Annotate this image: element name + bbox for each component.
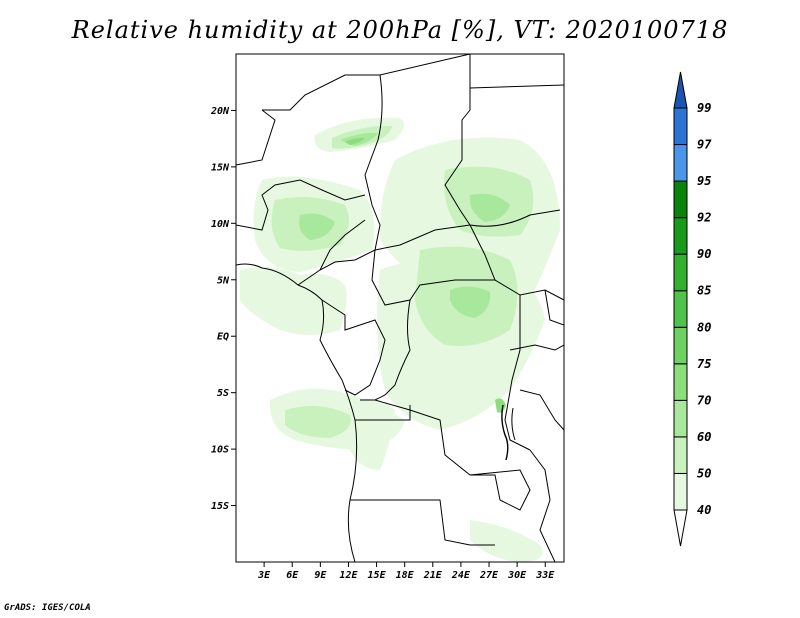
lon-tick-label: 9E	[314, 570, 327, 581]
colorbar-segment	[673, 290, 688, 328]
lon-tick-label: 27E	[479, 570, 499, 581]
lon-tick-label: 24E	[451, 570, 471, 581]
colorbar-label: 97	[697, 138, 712, 152]
map-title: Relative humidity at 200hPa [%], VT: 202…	[71, 16, 729, 44]
colorbar-segment	[673, 326, 688, 365]
colorbar-segment	[673, 436, 688, 474]
lon-tick-label: 18E	[396, 570, 415, 581]
colorbar-label: 40	[697, 503, 711, 517]
colorbar-segment	[673, 217, 688, 255]
map-frame	[235, 53, 565, 563]
colorbar-segment	[673, 399, 688, 438]
colorbar-segment	[673, 180, 688, 219]
colorbar-segment	[673, 253, 688, 292]
colorbar-label: 50	[697, 466, 711, 480]
country-borders	[236, 54, 564, 562]
colorbar-under-triangle	[673, 509, 688, 547]
grads-credit: GrADS: IGES/COLA	[4, 603, 91, 613]
lon-tick-label: 6E	[286, 570, 299, 581]
latitude-axis: 20N 15N 10N 5N EQ 5S 10S 15S	[210, 106, 236, 512]
colorbar-segment	[673, 363, 688, 401]
colorbar-segment	[673, 144, 688, 182]
lat-tick-label: 15N	[211, 162, 230, 173]
colorbar-label: 70	[697, 393, 711, 407]
lat-tick-label: 5S	[217, 388, 229, 399]
lon-tick-label: 33E	[535, 570, 555, 581]
lon-tick-label: 21E	[423, 570, 443, 581]
colorbar-label: 92	[697, 211, 711, 225]
colorbar-label: 90	[697, 247, 711, 261]
lat-tick-label: 10S	[211, 445, 229, 456]
lat-tick-label: 10N	[211, 219, 230, 230]
colorbar-label: 75	[697, 357, 711, 371]
humidity-fields	[240, 117, 560, 562]
lon-tick-label: 3E	[257, 570, 271, 581]
lat-tick-label: 20N	[210, 106, 230, 117]
lat-tick-label: EQ	[217, 332, 229, 343]
colorbar-label: 60	[697, 430, 711, 444]
colorbar: 40 50 60 70 75 80 85 90 92 95 97 99	[673, 71, 712, 547]
lon-tick-label: 15E	[368, 570, 387, 581]
lon-tick-label: 30E	[507, 570, 527, 581]
longitude-axis: 3E 6E 9E 12E 15E 18E 21E 24E 27E 30E 33E	[257, 562, 555, 581]
lat-tick-label: 5N	[217, 275, 230, 286]
colorbar-segment	[673, 107, 688, 146]
colorbar-segment	[673, 472, 688, 511]
colorbar-label: 99	[697, 101, 711, 115]
colorbar-label: 95	[697, 174, 711, 188]
colorbar-label: 80	[697, 320, 711, 334]
colorbar-label: 85	[697, 284, 711, 298]
colorbar-over-triangle	[673, 71, 688, 109]
lon-tick-label: 12E	[339, 570, 358, 581]
lat-tick-label: 15S	[211, 501, 229, 512]
